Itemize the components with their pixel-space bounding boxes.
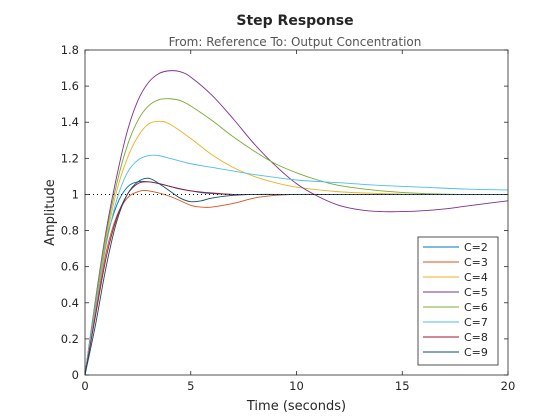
legend-entry: C=9 bbox=[464, 346, 488, 359]
x-tick-label: 10 bbox=[289, 379, 304, 393]
x-axis: 0 5 10 15 20 bbox=[81, 50, 515, 393]
y-tick-label: 0 bbox=[72, 368, 79, 382]
series-line-c-9 bbox=[84, 177, 508, 376]
series-line-c-4 bbox=[84, 120, 509, 376]
plot-lines bbox=[84, 70, 509, 376]
legend-box bbox=[417, 236, 499, 366]
y-tick-label: 1.2 bbox=[61, 151, 79, 165]
y-tick-label: 0.2 bbox=[61, 332, 79, 346]
y-tick-label: 0.6 bbox=[61, 260, 79, 274]
legend-entry: C=7 bbox=[464, 316, 488, 329]
chart-title: Step Response bbox=[236, 13, 353, 29]
y-tick-label: 1 bbox=[72, 187, 79, 201]
x-tick-label: 15 bbox=[395, 379, 410, 393]
legend-entry: C=5 bbox=[464, 286, 488, 299]
y-tick-label: 1.6 bbox=[61, 79, 79, 93]
legend-entry: C=4 bbox=[464, 271, 488, 284]
legend-entry: C=8 bbox=[464, 331, 488, 344]
legend: C=2 C=3 C=4 C=5 C=6 C=7 C=8 C=9 bbox=[417, 236, 499, 366]
x-tick-label: 20 bbox=[501, 379, 516, 393]
y-tick-label: 1.4 bbox=[61, 115, 79, 129]
x-tick-label: 0 bbox=[81, 379, 88, 393]
legend-entry: C=6 bbox=[464, 301, 488, 314]
y-tick-label: 0.4 bbox=[61, 296, 79, 310]
legend-entry: C=3 bbox=[464, 256, 488, 269]
y-axis-label: Amplitude bbox=[43, 179, 58, 246]
x-axis-label: Time (seconds) bbox=[246, 399, 346, 414]
chart-subtitle: From: Reference To: Output Concentration bbox=[169, 35, 422, 49]
series-line-c-7 bbox=[84, 154, 509, 376]
y-axis: 0 0.2 0.4 0.6 0.8 1 1.2 1.4 1.6 1.8 bbox=[61, 43, 508, 382]
x-tick-label: 5 bbox=[187, 379, 194, 393]
legend-entry: C=2 bbox=[464, 241, 488, 254]
y-tick-label: 1.8 bbox=[61, 43, 79, 57]
y-tick-label: 0.8 bbox=[61, 224, 79, 238]
series-line-c-6 bbox=[84, 98, 509, 376]
series-line-c-5 bbox=[84, 70, 509, 376]
